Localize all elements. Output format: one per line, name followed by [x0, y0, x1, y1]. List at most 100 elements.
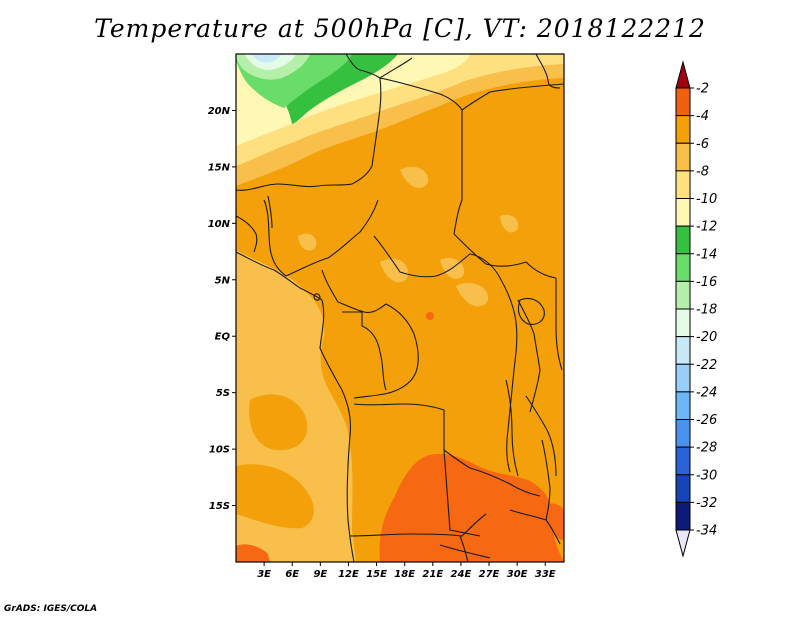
colorbar-box-6 [675, 253, 691, 282]
colorbar-box-14 [675, 474, 691, 503]
lon-tick-label-0: 3E [257, 569, 271, 580]
map-title: Temperature at 500hPa [C], VT: 201812221… [94, 14, 706, 43]
country-borders [236, 54, 564, 562]
field-patch-4 [500, 214, 519, 233]
border-drc-west [353, 303, 419, 399]
border-angola-south [349, 513, 487, 537]
field-dark-orange-spot [426, 312, 434, 320]
colorbar-box-12 [675, 419, 691, 448]
border-car [373, 235, 501, 279]
colorbar-box-5 [675, 225, 691, 255]
lat-axis: 20N 15N 10N 5N EQ 5S 10S 15S [208, 106, 236, 512]
lon-tick-label-1: 6E [285, 569, 299, 580]
border-coast-east [535, 54, 561, 89]
lat-tick-label-6: 10S [209, 445, 230, 456]
colorbar-label-6: -14 [696, 247, 717, 262]
field-north-light-blue [252, 54, 282, 63]
lon-tick-label-2: 9E [313, 569, 327, 580]
border-coastline-gulf [236, 251, 323, 301]
border-sahel-1 [236, 183, 353, 191]
border-cameroon [321, 269, 387, 314]
colorbar-label-13: -28 [696, 441, 717, 456]
border-north-1 [345, 54, 463, 111]
field-patch-6 [400, 166, 429, 188]
colorbar-label-5: -12 [696, 220, 717, 235]
colorbar-box-3 [675, 170, 691, 199]
lon-tick-label-8: 27E [479, 569, 500, 580]
field-south-dark-orange-3 [540, 503, 564, 540]
colorbar-label-7: -16 [696, 275, 717, 290]
colorbar-label-3: -8 [696, 164, 709, 179]
colorbar-label-10: -22 [696, 358, 717, 373]
colorbar-box-4 [675, 198, 691, 227]
lat-tick-label-2: 10N [208, 219, 231, 230]
border-tanzania [525, 395, 557, 477]
grads-credit: GrADS: IGES/COLA [4, 604, 98, 614]
field-south-dark-orange [379, 453, 564, 562]
field-patch-5 [456, 282, 489, 307]
colorbar-box-7 [675, 280, 691, 310]
border-lake-malawi [541, 439, 551, 521]
lon-tick-label-6: 21E [422, 569, 443, 580]
lon-tick-label-9: 30E [507, 569, 528, 580]
colorbar: -2 -4 -6 -8 -10 -12 -14 -16 -18 -20 -22 -24 -26 -28 -3… [675, 60, 717, 558]
border-zambia [443, 449, 481, 537]
lat-tick-label-1: 15N [208, 162, 231, 173]
field-patch-1 [298, 233, 317, 251]
border-west-small [236, 215, 258, 253]
colorbar-label-12: -26 [696, 413, 717, 428]
border-north-3 [461, 83, 564, 111]
colorbar-label-9: -20 [696, 330, 717, 345]
colorbar-box-15 [675, 501, 691, 531]
colorbar-box-1 [675, 115, 691, 144]
lon-tick-label-4: 15E [366, 569, 387, 580]
border-lake-victoria [517, 297, 545, 325]
colorbar-label-15: -32 [696, 496, 717, 511]
border-angola [353, 403, 471, 469]
field-patch-2 [380, 258, 409, 283]
border-zambia-east [469, 467, 541, 497]
field-south-dark-orange-2 [236, 544, 270, 562]
colorbar-box-9 [675, 336, 691, 365]
colorbar-box-11 [675, 391, 691, 420]
border-lake-tanganyika [505, 379, 519, 477]
colorbar-label-16: -34 [696, 524, 717, 539]
temperature-field [236, 54, 564, 562]
colorbar-box-13 [675, 446, 691, 476]
colorbar-top-arrow [675, 60, 691, 89]
border-nigeria [263, 199, 379, 277]
colorbar-box-2 [675, 142, 691, 172]
border-sudan-south [453, 233, 557, 279]
lon-axis: 3E 6E 9E 12E 15E 18E 21E 24E 27E 30E 33E [257, 562, 556, 580]
colorbar-label-2: -6 [696, 137, 709, 152]
colorbar-box-10 [675, 363, 691, 393]
lat-tick-label-4: EQ [215, 332, 231, 343]
lat-tick-label-5: 5S [216, 388, 230, 399]
lon-tick-label-10: 33E [535, 569, 556, 580]
colorbar-box-0 [675, 87, 691, 117]
border-drc-east [499, 277, 518, 473]
border-congo [342, 311, 387, 391]
lon-tick-label-5: 18E [394, 569, 415, 580]
border-kenya [555, 278, 563, 371]
colorbar-label-14: -30 [696, 468, 717, 483]
lat-tick-label-7: 15S [209, 501, 230, 512]
border-west-coast [319, 299, 355, 562]
border-namibia [459, 535, 469, 562]
lon-tick-label-7: 24E [451, 569, 472, 580]
colorbar-label-0: -2 [696, 82, 709, 97]
colorbar-box-8 [675, 308, 691, 338]
lon-tick-label-3: 12E [338, 569, 359, 580]
colorbar-label-8: -18 [696, 303, 717, 318]
border-east-lakes [517, 299, 541, 413]
border-west-small-2 [267, 195, 273, 229]
colorbar-label-4: -10 [696, 192, 717, 207]
border-sahel-2 [351, 57, 413, 185]
colorbar-label-11: -24 [696, 385, 717, 400]
border-north-2 [453, 110, 463, 235]
field-west-orange-patch-2 [236, 464, 314, 529]
border-island-bioko [313, 293, 321, 301]
colorbar-label-1: -4 [696, 109, 709, 124]
colorbar-bottom-arrow [675, 529, 691, 558]
